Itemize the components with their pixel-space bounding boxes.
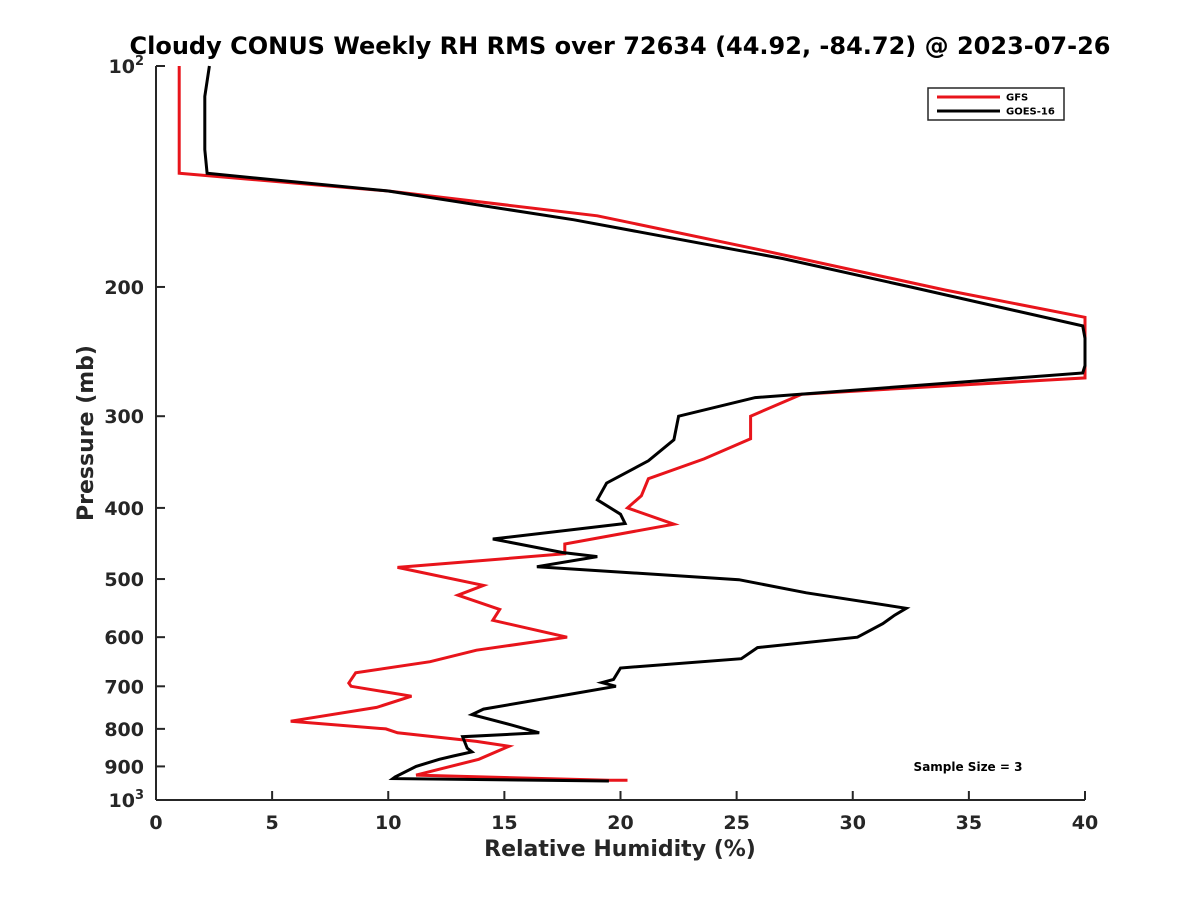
y-tick-label: 700 <box>104 676 144 698</box>
y-tick-label: 800 <box>104 719 144 741</box>
y-tick-label: 200 <box>104 277 144 299</box>
x-tick-label: 35 <box>956 812 982 834</box>
legend-label-goes-16: GOES-16 <box>1006 107 1055 118</box>
x-tick-label: 30 <box>840 812 866 834</box>
series-line-goes-16 <box>203 65 1087 783</box>
legend-box <box>927 87 1065 121</box>
x-axis-label: Relative Humidity (%) <box>484 837 756 862</box>
y-tick-label: 500 <box>104 569 144 591</box>
chart-title: Cloudy CONUS Weekly RH RMS over 72634 (4… <box>130 32 1111 60</box>
legend-label-gfs: GFS <box>1006 93 1028 104</box>
x-tick-label: 15 <box>491 812 517 834</box>
y-axis-label: Pressure (mb) <box>74 345 99 521</box>
x-tick-label: 25 <box>723 812 749 834</box>
sample-size-annotation: Sample Size = 3 <box>914 760 1023 774</box>
axes: 0 5 10 15 20 25 30 35 40 102 200 300 400 500 600 700 800… <box>104 54 1098 834</box>
y-tick-label: 600 <box>104 627 144 649</box>
series-line-gfs <box>177 66 1087 782</box>
x-tick-label: 5 <box>266 812 279 834</box>
y-tick-label: 102 <box>109 54 145 78</box>
y-tick-label: 103 <box>109 788 145 812</box>
y-tick-label: 400 <box>104 498 144 520</box>
y-tick-label: 300 <box>104 406 144 428</box>
plot-area: 0 5 10 15 20 25 30 35 40 102 200 300 400 500 600 700 800… <box>104 54 1098 834</box>
y-tick-label: 900 <box>104 756 144 778</box>
x-tick-label: 0 <box>149 812 162 834</box>
legend: GFS GOES-16 <box>927 87 1065 121</box>
x-tick-label: 20 <box>607 812 633 834</box>
series-lines <box>177 65 1087 783</box>
x-tick-label: 40 <box>1072 812 1098 834</box>
x-tick-label: 10 <box>375 812 401 834</box>
